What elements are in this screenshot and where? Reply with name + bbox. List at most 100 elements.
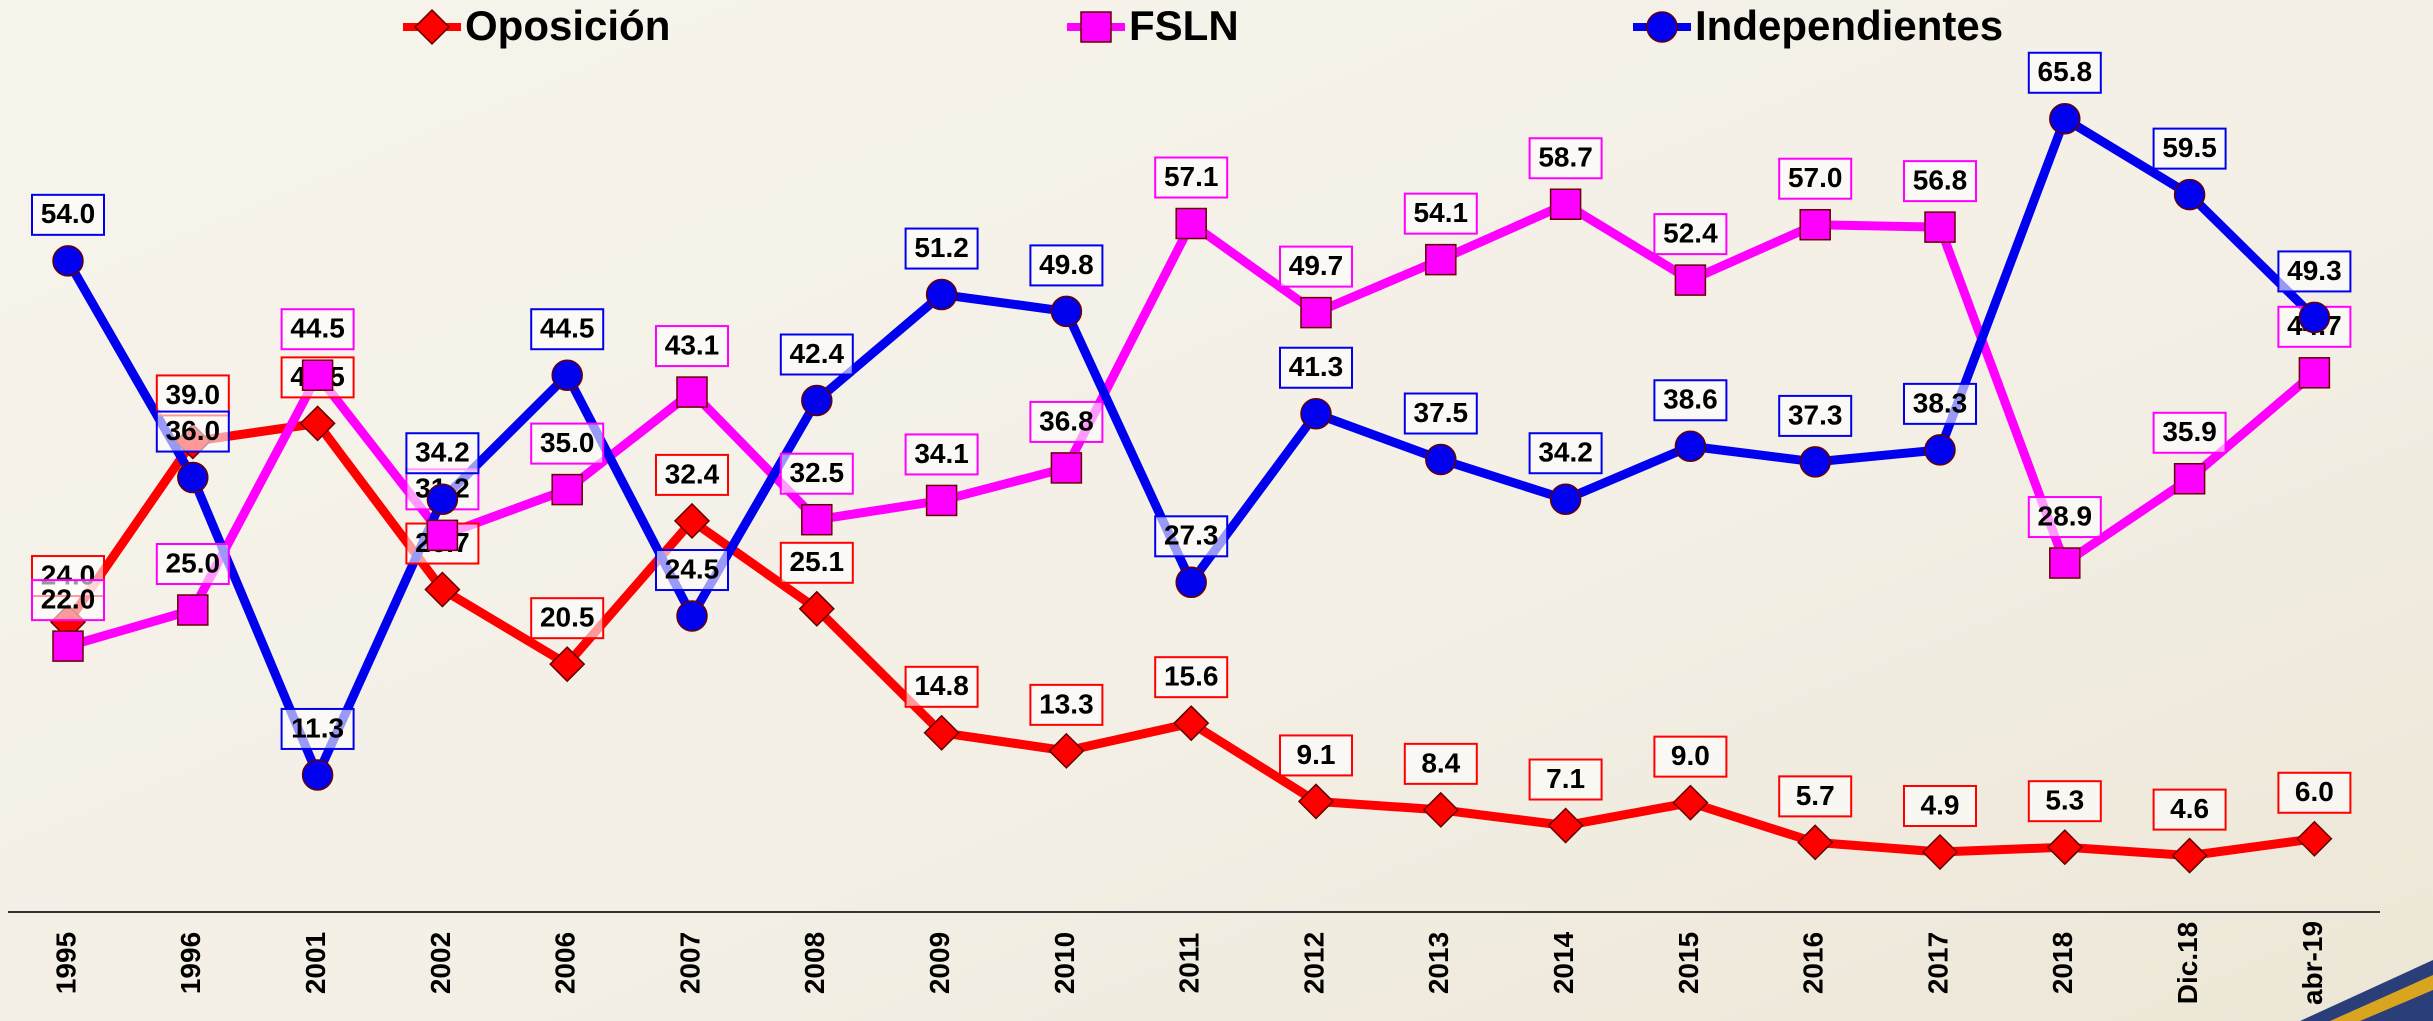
x-tick-label: 2010 [1049, 932, 1080, 994]
marker [413, 8, 451, 46]
value-label-box [655, 453, 729, 496]
value-label: 57.0 [1788, 162, 1843, 193]
value-label: 37.5 [1414, 397, 1469, 428]
marker [2171, 837, 2208, 874]
value-label: 51.2 [914, 232, 969, 263]
x-tick-label: 1995 [50, 932, 81, 994]
marker [177, 461, 209, 494]
value-label: 36.8 [1039, 405, 1094, 436]
marker [426, 483, 459, 515]
value-label-box [31, 579, 105, 622]
value-label: 39.0 [166, 379, 221, 410]
marker [1674, 264, 1707, 296]
value-label: 38.3 [1913, 387, 1968, 418]
marker [1300, 296, 1332, 329]
value-label: 25.1 [790, 546, 845, 577]
marker [1080, 11, 1112, 43]
x-tick-label: 2001 [300, 932, 331, 994]
marker [676, 600, 708, 632]
value-label-box [280, 707, 355, 750]
value-label: 54.1 [1414, 197, 1469, 228]
value-label: 52.4 [1663, 217, 1718, 248]
marker [301, 759, 334, 791]
value-label-box [1154, 515, 1229, 558]
value-label: 28.9 [2038, 500, 2093, 531]
value-label-box [1903, 382, 1977, 425]
x-tick-label: abr-19 [2297, 921, 2328, 1005]
marker [923, 714, 960, 751]
marker [1797, 824, 1834, 861]
value-label: 32.5 [790, 457, 845, 488]
value-label-box [1403, 392, 1478, 435]
marker [299, 405, 336, 442]
value-label: 5.7 [1796, 780, 1835, 811]
x-tick-label: 2007 [674, 932, 705, 994]
value-label: 34.1 [914, 438, 969, 469]
x-tick-label: 2002 [425, 932, 456, 994]
x-tick-label: 2016 [1798, 932, 1829, 994]
x-tick-label: 2011 [1174, 933, 1205, 994]
value-label: 44.5 [290, 313, 345, 344]
value-label-box [405, 432, 480, 475]
value-label: 24.5 [665, 553, 720, 584]
value-label-box [1279, 734, 1353, 777]
value-label-box [2277, 771, 2352, 814]
marker [2046, 829, 2083, 866]
value-label-box [1528, 432, 1603, 475]
value-label: 5.3 [2045, 785, 2084, 816]
value-label: 41.3 [1289, 351, 1344, 382]
marker [2296, 820, 2333, 857]
value-label-box [1528, 758, 1603, 801]
marker [1173, 705, 1210, 742]
marker [2298, 301, 2331, 334]
marker [2049, 103, 2081, 135]
value-label-box [2027, 496, 2102, 539]
value-label-box [1403, 742, 1478, 785]
value-label-box [1154, 656, 1229, 699]
value-label-box [2027, 780, 2102, 823]
value-label-box [2027, 51, 2102, 94]
value-label: 58.7 [1538, 142, 1593, 173]
value-label: 59.5 [2162, 132, 2217, 163]
marker [2173, 463, 2206, 495]
marker [1674, 430, 1707, 463]
value-label-box [1778, 157, 1853, 200]
value-label: 43.1 [665, 329, 720, 360]
marker [1175, 566, 1207, 599]
value-label-box [1778, 775, 1853, 818]
value-label-box [1528, 137, 1603, 180]
value-label: 11.3 [291, 712, 344, 743]
value-label: 36.0 [166, 415, 221, 446]
x-tick-label: 2013 [1423, 932, 1454, 994]
value-label: 44.5 [540, 313, 595, 344]
marker [1672, 784, 1709, 821]
x-tick-label: 2009 [924, 932, 955, 994]
value-label: 57.1 [1164, 161, 1219, 192]
value-label: 25.0 [166, 547, 221, 578]
value-label-box [31, 193, 105, 236]
value-label-box [1778, 394, 1853, 437]
marker [1425, 443, 1457, 476]
value-label-box [2152, 788, 2227, 831]
value-label: 7.1 [1546, 763, 1585, 794]
value-label: 32.4 [665, 458, 720, 489]
marker [798, 590, 835, 627]
value-label-box [1653, 735, 1728, 778]
value-label-box [1903, 160, 1977, 203]
value-label: 42.4 [790, 338, 845, 369]
marker [52, 630, 84, 662]
value-label-box [2152, 411, 2227, 454]
value-label-box [530, 597, 605, 640]
value-label: 22.0 [41, 584, 96, 615]
marker [1921, 833, 1959, 871]
marker [549, 646, 586, 683]
value-label-box [155, 543, 230, 585]
value-label: 4.6 [2170, 793, 2209, 824]
value-label: 27.3 [1164, 520, 1219, 551]
value-label-box [1279, 245, 1353, 288]
marker [424, 571, 461, 608]
marker [1297, 783, 1335, 820]
value-label: 9.1 [1297, 739, 1336, 770]
value-label: 4.9 [1921, 789, 1960, 820]
